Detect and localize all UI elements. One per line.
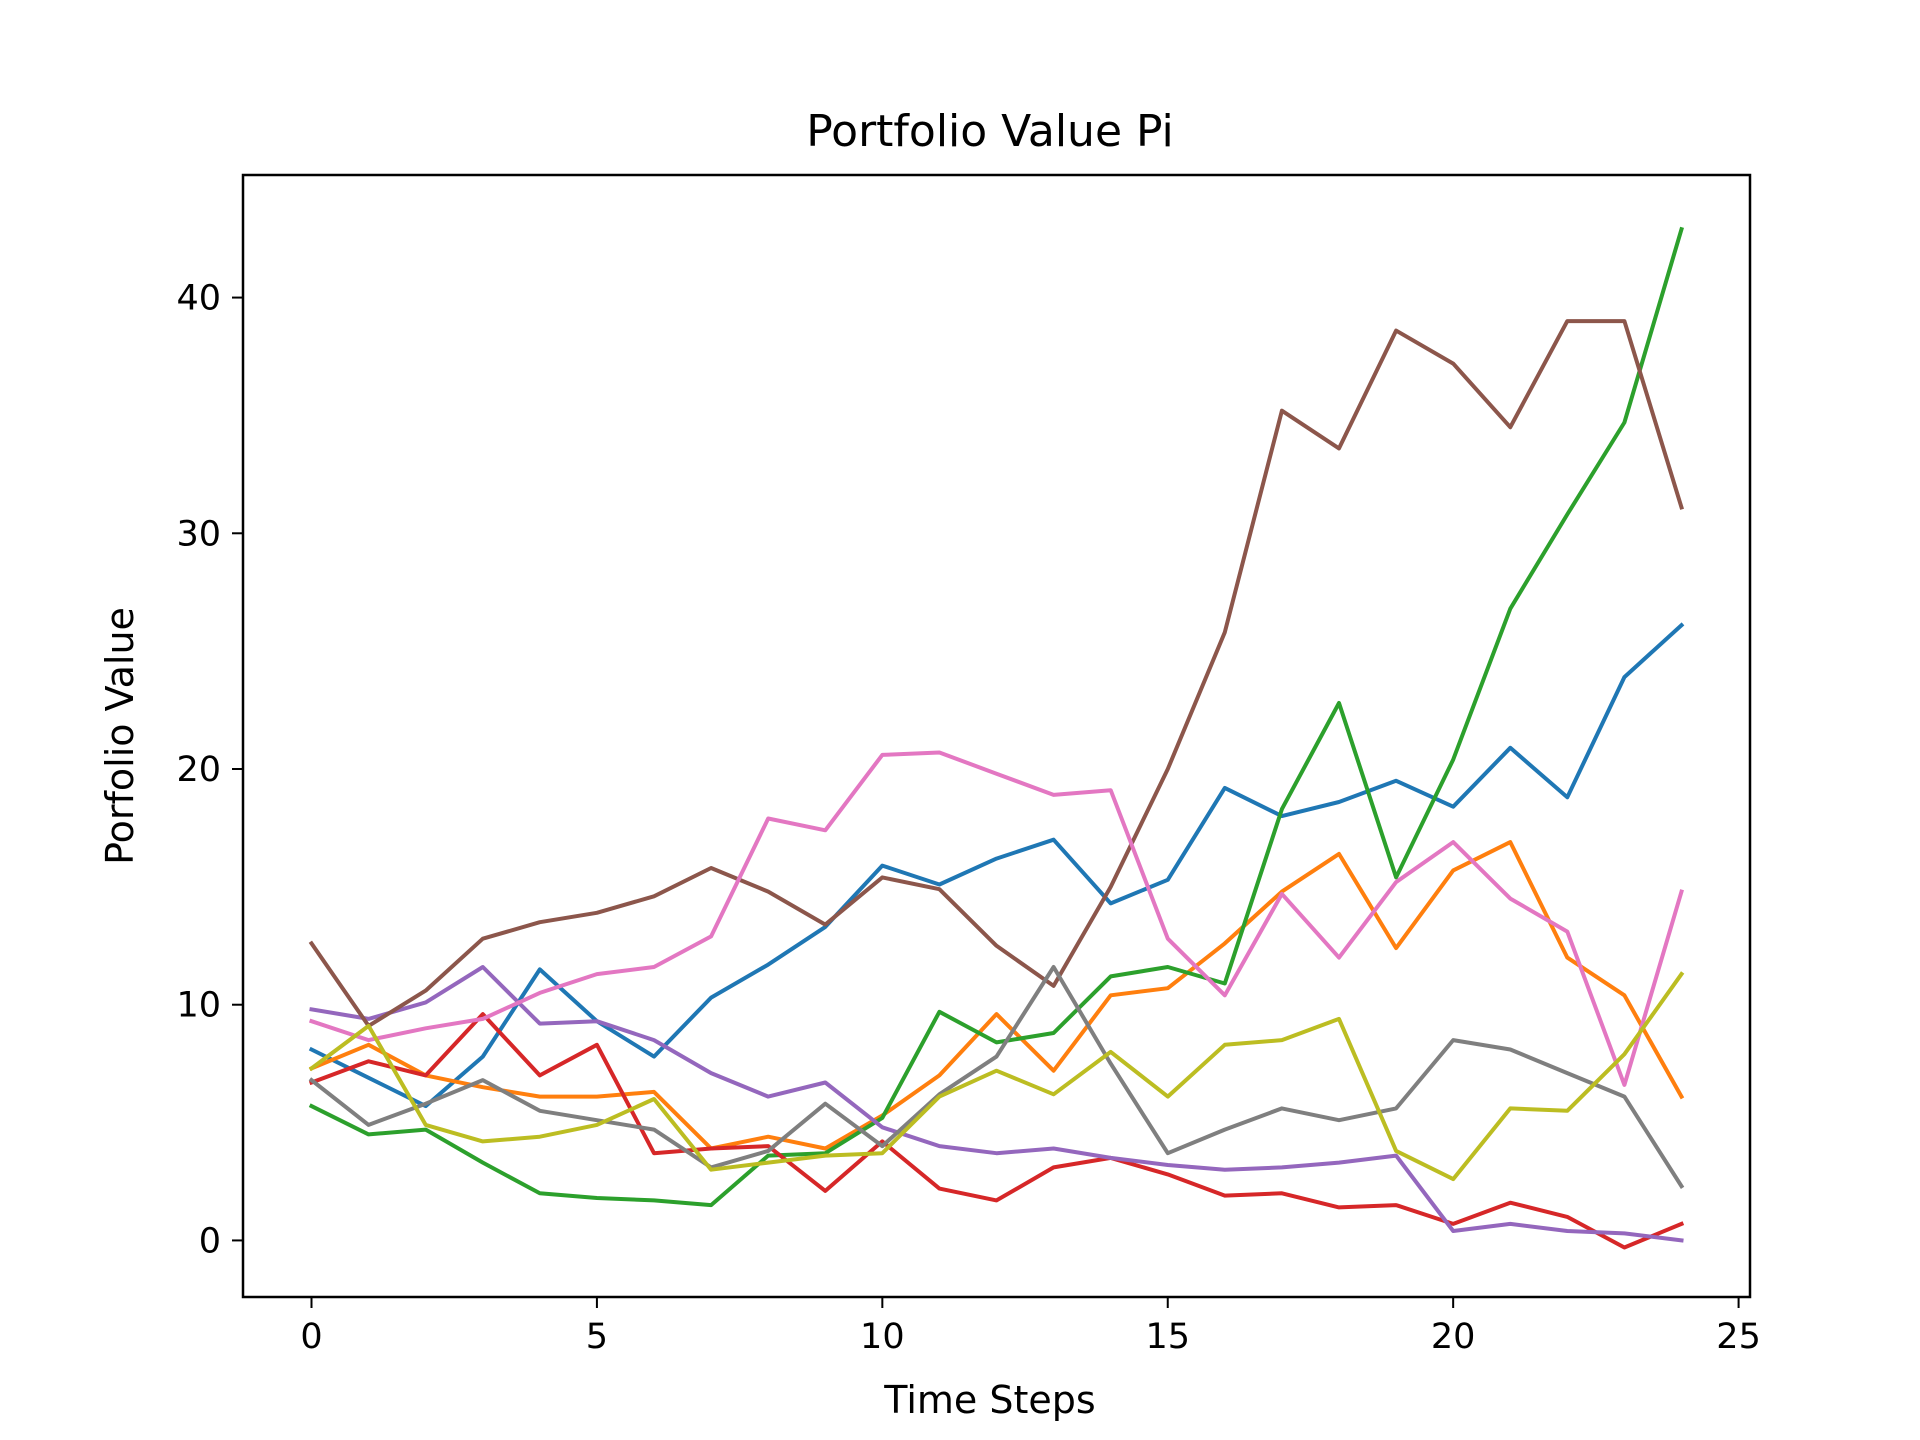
x-tick-label: 25 (1716, 1317, 1761, 1357)
y-tick-label: 0 (199, 1221, 221, 1261)
x-tick-label: 0 (300, 1317, 322, 1357)
chart-title: Portfolio Value Pi (806, 106, 1174, 157)
plot-lines (308, 226, 1685, 1250)
x-tick-label: 15 (1145, 1317, 1190, 1357)
x-tick-label: 20 (1431, 1317, 1476, 1357)
y-tick-label: 20 (176, 750, 221, 790)
series-line-2 (308, 840, 1685, 1151)
y-axis-label: Porfolio Value (98, 607, 142, 865)
series-line-9 (308, 971, 1685, 1182)
y-tick-label: 40 (176, 279, 221, 319)
series-line-1 (308, 622, 1685, 1109)
y-tick-label: 10 (176, 986, 221, 1026)
series-line-3 (308, 226, 1684, 1208)
plot-frame (241, 173, 1752, 1299)
x-axis-label: Time Steps (883, 1378, 1095, 1422)
x-tick-label: 10 (860, 1317, 905, 1357)
series-line-6 (308, 319, 1684, 1028)
series-line-5 (309, 965, 1684, 1243)
y-tick-label: 30 (176, 514, 221, 554)
x-tick-label: 5 (586, 1317, 608, 1357)
x-axis-ticks: 0 5 10 15 20 25 (300, 1297, 1761, 1357)
series-line-4 (308, 1012, 1685, 1250)
series-line-7 (308, 750, 1684, 1087)
series-line-8 (308, 965, 1685, 1189)
y-axis-ticks: 0 10 20 30 40 (176, 279, 243, 1261)
